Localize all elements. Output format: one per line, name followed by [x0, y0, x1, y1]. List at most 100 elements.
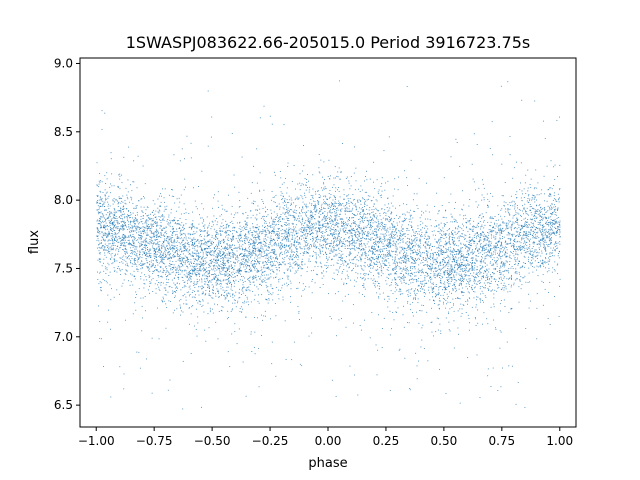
data-point: [263, 218, 265, 220]
data-point: [377, 268, 379, 270]
data-point: [386, 283, 388, 285]
data-point: [409, 247, 411, 249]
data-point: [461, 228, 463, 230]
data-point: [465, 270, 467, 272]
data-point: [293, 244, 295, 246]
data-point: [193, 225, 195, 227]
data-point: [308, 227, 310, 229]
data-point: [374, 228, 376, 230]
data-point: [451, 292, 452, 294]
data-point: [302, 220, 303, 222]
data-point: [402, 314, 404, 316]
data-point: [382, 246, 384, 247]
data-point: [415, 311, 417, 313]
data-point: [312, 240, 314, 242]
data-point: [155, 269, 157, 271]
data-point: [133, 244, 135, 246]
data-point: [339, 238, 341, 240]
data-point: [548, 234, 550, 236]
data-point: [311, 204, 312, 206]
data-point: [463, 256, 465, 258]
data-point: [247, 256, 249, 258]
data-point: [231, 241, 232, 243]
data-point: [484, 265, 486, 267]
data-point: [353, 322, 355, 324]
data-point: [361, 239, 363, 241]
data-point: [448, 313, 449, 315]
data-point: [199, 303, 201, 305]
data-point: [459, 251, 461, 253]
data-point: [359, 232, 361, 234]
data-point: [461, 287, 463, 289]
data-point: [126, 270, 128, 272]
data-point: [266, 253, 268, 255]
data-point: [462, 264, 464, 266]
data-point: [382, 250, 384, 252]
data-point: [169, 222, 171, 224]
data-point: [188, 278, 189, 280]
data-point: [424, 264, 426, 265]
data-point: [202, 225, 204, 227]
data-point: [464, 244, 466, 246]
data-point: [215, 262, 217, 264]
data-point: [254, 239, 256, 241]
data-point: [508, 221, 510, 223]
data-point: [512, 205, 514, 207]
data-point: [182, 276, 184, 278]
data-point: [379, 238, 380, 240]
data-point: [390, 236, 392, 238]
data-point: [384, 237, 386, 239]
data-point: [111, 233, 113, 235]
data-point: [483, 227, 485, 229]
data-point: [318, 224, 320, 226]
data-point: [194, 272, 196, 274]
data-point: [109, 251, 111, 253]
data-point: [382, 233, 384, 235]
data-point: [421, 210, 423, 212]
data-point: [128, 239, 130, 241]
data-point: [168, 251, 170, 252]
data-point: [504, 264, 506, 266]
data-point: [245, 223, 247, 225]
data-point: [550, 187, 552, 189]
data-point: [334, 215, 336, 217]
data-point: [283, 124, 285, 126]
data-point: [552, 255, 554, 257]
data-point: [184, 247, 186, 249]
data-point: [168, 239, 170, 241]
data-point: [279, 270, 280, 272]
data-point: [525, 211, 527, 213]
data-point: [191, 227, 193, 229]
data-point: [450, 193, 452, 195]
data-point: [497, 241, 499, 243]
data-point: [490, 252, 492, 254]
data-point: [384, 212, 386, 213]
data-point: [403, 219, 405, 221]
data-point: [373, 278, 375, 280]
data-point: [512, 217, 514, 219]
data-point: [105, 219, 107, 220]
data-point: [551, 221, 553, 223]
data-point: [156, 223, 158, 225]
data-point: [392, 226, 394, 228]
data-point: [191, 263, 192, 264]
data-point: [257, 237, 259, 239]
data-point: [265, 255, 267, 256]
data-point: [511, 234, 513, 236]
data-point: [117, 249, 119, 251]
data-point: [510, 195, 512, 197]
data-point: [559, 224, 561, 226]
data-point: [553, 206, 555, 208]
data-point: [443, 216, 445, 218]
data-point: [535, 218, 537, 219]
data-point: [490, 229, 492, 231]
data-point: [266, 227, 268, 229]
data-point: [251, 251, 253, 253]
data-point: [363, 213, 365, 214]
data-point: [274, 221, 276, 222]
data-point: [399, 237, 400, 239]
data-point: [559, 226, 561, 228]
data-point: [387, 238, 389, 240]
data-point: [392, 235, 394, 237]
data-point: [523, 207, 525, 209]
